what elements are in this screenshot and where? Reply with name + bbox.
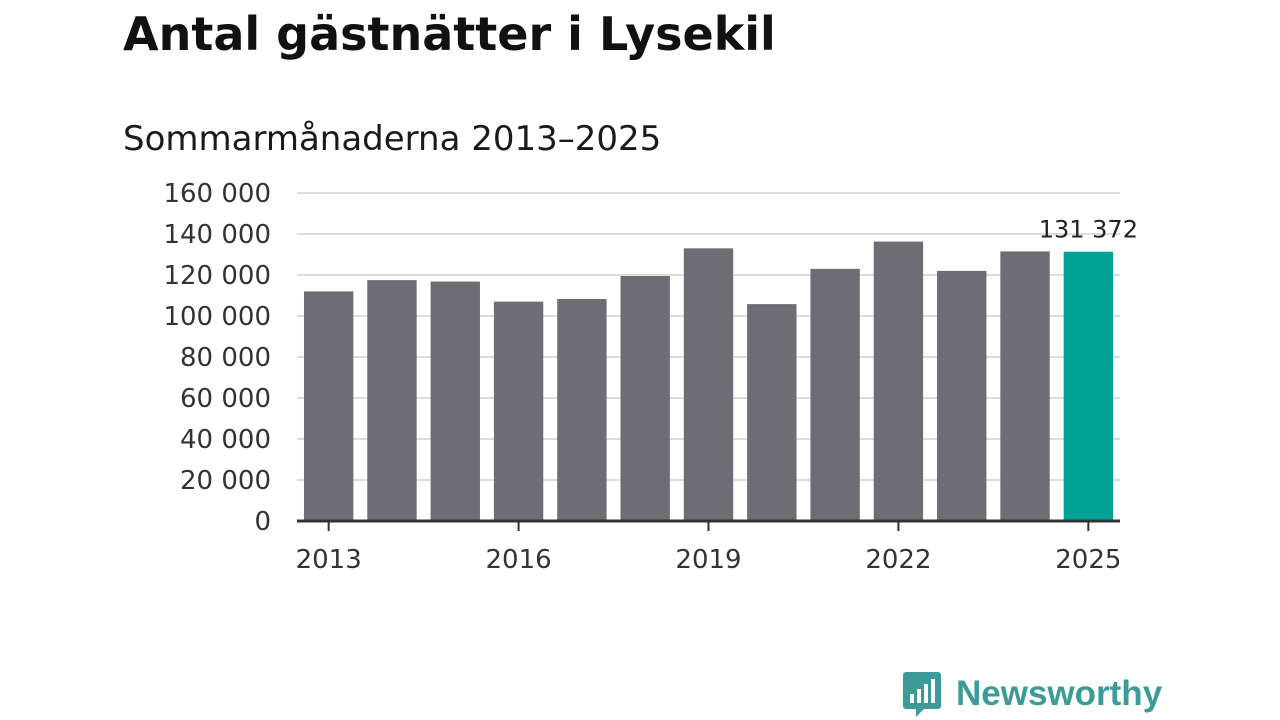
bars <box>303 241 1114 522</box>
y-tick-label: 140 000 <box>163 220 271 250</box>
bar <box>937 270 987 521</box>
bar <box>683 248 734 521</box>
labels: 0 20 000 40 000 60 000 80 000 100 000 120 000 1… <box>163 179 1138 575</box>
chart-subtitle: Sommarmånaderna 2013–2025 <box>123 119 662 159</box>
bar <box>620 276 670 521</box>
brand-logo: Newsworthy <box>902 670 1162 718</box>
bar <box>430 281 480 521</box>
bar <box>747 304 797 521</box>
bar <box>873 241 924 521</box>
x-tick-label: 2025 <box>1055 545 1121 575</box>
bar-chart-speech-bubble-icon <box>903 672 941 717</box>
x-tick-label: 2016 <box>485 545 551 575</box>
data-label: 131 372 <box>1039 216 1138 244</box>
y-tick-label: 60 000 <box>180 384 271 414</box>
axes <box>297 519 1120 531</box>
y-tick-label: 20 000 <box>180 466 271 496</box>
bar <box>1063 251 1114 522</box>
bar <box>557 298 607 521</box>
y-tick-label: 120 000 <box>163 261 271 291</box>
bar <box>1000 251 1050 522</box>
bar <box>810 268 860 521</box>
bar <box>367 280 417 521</box>
bar <box>493 301 544 521</box>
y-tick-label: 40 000 <box>180 425 271 455</box>
x-tick-label: 2022 <box>865 545 931 575</box>
x-tick-label: 2019 <box>675 545 741 575</box>
y-tick-label: 100 000 <box>163 302 271 332</box>
y-tick-label: 0 <box>254 507 271 537</box>
bar <box>303 291 354 521</box>
y-tick-label: 80 000 <box>180 343 271 373</box>
y-tick-label: 160 000 <box>163 179 271 209</box>
chart-title: Antal gästnätter i Lysekil <box>123 7 776 61</box>
brand-name: Newsworthy <box>956 674 1163 713</box>
x-tick-label: 2013 <box>296 545 362 575</box>
